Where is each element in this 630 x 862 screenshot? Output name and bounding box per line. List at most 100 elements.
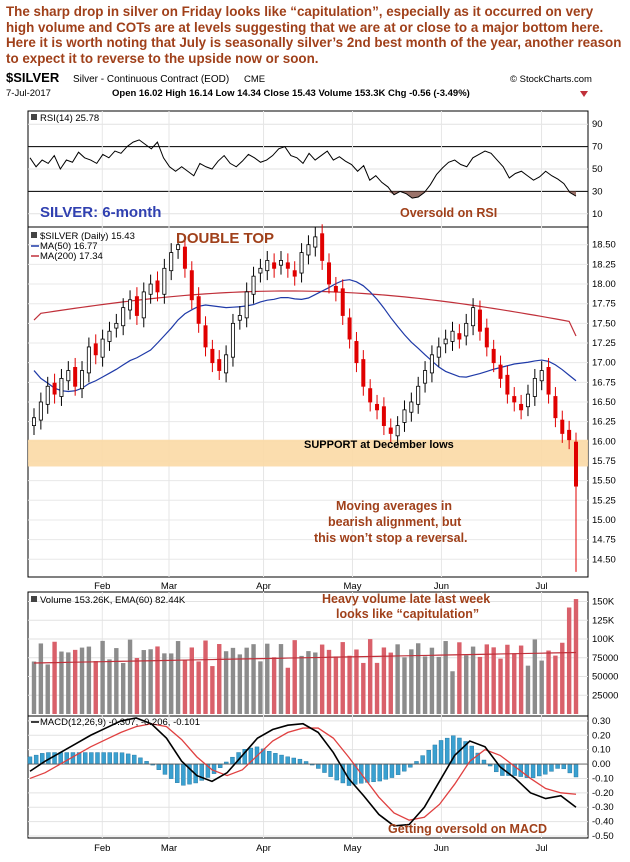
volume-bar <box>450 671 455 714</box>
volume-bar <box>31 661 37 714</box>
price-tick-label: 16.75 <box>592 377 616 388</box>
macd-histogram-bar <box>377 763 382 782</box>
macd-tick-label: 0.20 <box>592 730 611 741</box>
candle-body <box>93 343 98 356</box>
macd-histogram-bar <box>156 763 162 770</box>
volume-legend-icon <box>31 596 37 602</box>
volume-bar <box>148 649 153 714</box>
volume-tick-label: 100K <box>592 634 615 645</box>
price-tick-label: 18.50 <box>592 240 616 251</box>
price-tick-label: 17.25 <box>592 338 616 349</box>
candle-body <box>59 378 64 397</box>
macd-histogram-bar <box>267 751 272 765</box>
heavy-volume-line1: Heavy volume late last week <box>322 592 490 606</box>
macd-histogram-bar <box>543 763 548 775</box>
volume-bar <box>203 640 208 714</box>
macd-histogram-bar <box>285 756 290 765</box>
volume-bar <box>93 661 98 714</box>
month-label: May <box>344 581 362 592</box>
month-label: Mar <box>161 581 177 592</box>
volume-bar <box>361 662 366 714</box>
candle-body <box>395 425 400 437</box>
candle-body <box>402 409 407 423</box>
ma-note-line3: this won’t stop a reversal. <box>314 531 468 545</box>
candle-body <box>381 406 386 426</box>
candle-body <box>491 348 496 364</box>
candle-body <box>368 388 373 403</box>
candle-body <box>52 382 57 395</box>
candle-body <box>388 427 393 434</box>
heavy-volume-line2: looks like “capitulation” <box>336 607 479 621</box>
ma-note-line1: Moving averages in <box>336 499 452 513</box>
rsi-oversold-fill <box>387 191 401 195</box>
candle-body <box>409 401 414 413</box>
candle-body <box>210 348 215 364</box>
macd-histogram-bar <box>316 763 321 769</box>
volume-bar <box>416 643 421 714</box>
candle-body <box>182 246 187 269</box>
macd-histogram-bar <box>334 763 339 781</box>
candle-body <box>429 354 434 374</box>
price-tick-label: 14.50 <box>592 554 616 565</box>
volume-bar <box>59 651 64 714</box>
price-tick-label: 17.50 <box>592 318 616 329</box>
volume-bar <box>388 652 393 714</box>
price-tick-label: 16.50 <box>592 397 616 408</box>
exchange-label: CME <box>244 74 265 85</box>
macd-histogram-bar <box>395 763 401 775</box>
month-label-bottom: Jul <box>535 843 547 854</box>
volume-bar <box>162 653 167 714</box>
volume-bar <box>395 644 400 714</box>
volume-tick-label: 125K <box>592 615 615 626</box>
volume-bar <box>367 639 373 714</box>
rsi-tick-label: 30 <box>592 186 603 197</box>
volume-bar <box>285 667 291 714</box>
candle-body <box>292 270 297 277</box>
symbol-description: Silver - Continuous Contract (EOD) <box>73 74 229 85</box>
volume-bar <box>223 651 229 714</box>
candle-body <box>313 236 318 248</box>
volume-bar <box>237 654 243 714</box>
candle-body <box>464 322 469 337</box>
macd-histogram-bar <box>33 754 39 765</box>
candle-body <box>340 288 345 316</box>
candle-body <box>38 401 43 421</box>
price-tick-label: 18.25 <box>592 259 616 270</box>
macd-histogram-bar <box>101 752 106 765</box>
macd-histogram-bar <box>89 752 94 765</box>
rsi-oversold-fill <box>563 191 576 197</box>
macd-panel <box>27 715 589 839</box>
candle-body <box>244 291 249 319</box>
volume-bar <box>443 641 448 714</box>
volume-tick-label: 25000 <box>592 690 618 701</box>
candle-body <box>361 359 366 387</box>
macd-tick-label: -0.30 <box>592 802 614 813</box>
candle-body <box>141 291 146 319</box>
candle-body <box>86 346 91 374</box>
volume-bar <box>566 607 572 714</box>
ma-note-line2: bearish alignment, but <box>328 515 462 529</box>
candle-body <box>574 441 579 487</box>
month-label-bottom: Apr <box>256 843 271 854</box>
macd-histogram-bar <box>181 763 186 786</box>
macd-histogram-bar <box>168 763 174 779</box>
candle-body <box>237 315 242 321</box>
macd-histogram-bar <box>27 756 33 765</box>
price-tick-label: 17.75 <box>592 299 616 310</box>
macd-histogram-bar <box>438 740 444 765</box>
volume-bar <box>333 656 339 714</box>
rsi-tick-label: 10 <box>592 209 603 220</box>
macd-histogram-bar <box>297 758 303 765</box>
macd-histogram-bar <box>389 763 395 778</box>
volume-bar <box>258 661 263 714</box>
volume-bar <box>457 642 462 714</box>
candle-body <box>327 262 332 285</box>
volume-tick-label: 150K <box>592 597 615 608</box>
volume-bar <box>491 647 496 714</box>
macd-histogram-bar <box>230 756 235 765</box>
volume-bar <box>470 646 476 714</box>
macd-histogram-bar <box>175 763 180 783</box>
volume-bar <box>79 647 85 714</box>
macd-histogram-bar <box>536 763 542 777</box>
headline-text: The sharp drop in silver on Friday looks… <box>6 4 622 66</box>
